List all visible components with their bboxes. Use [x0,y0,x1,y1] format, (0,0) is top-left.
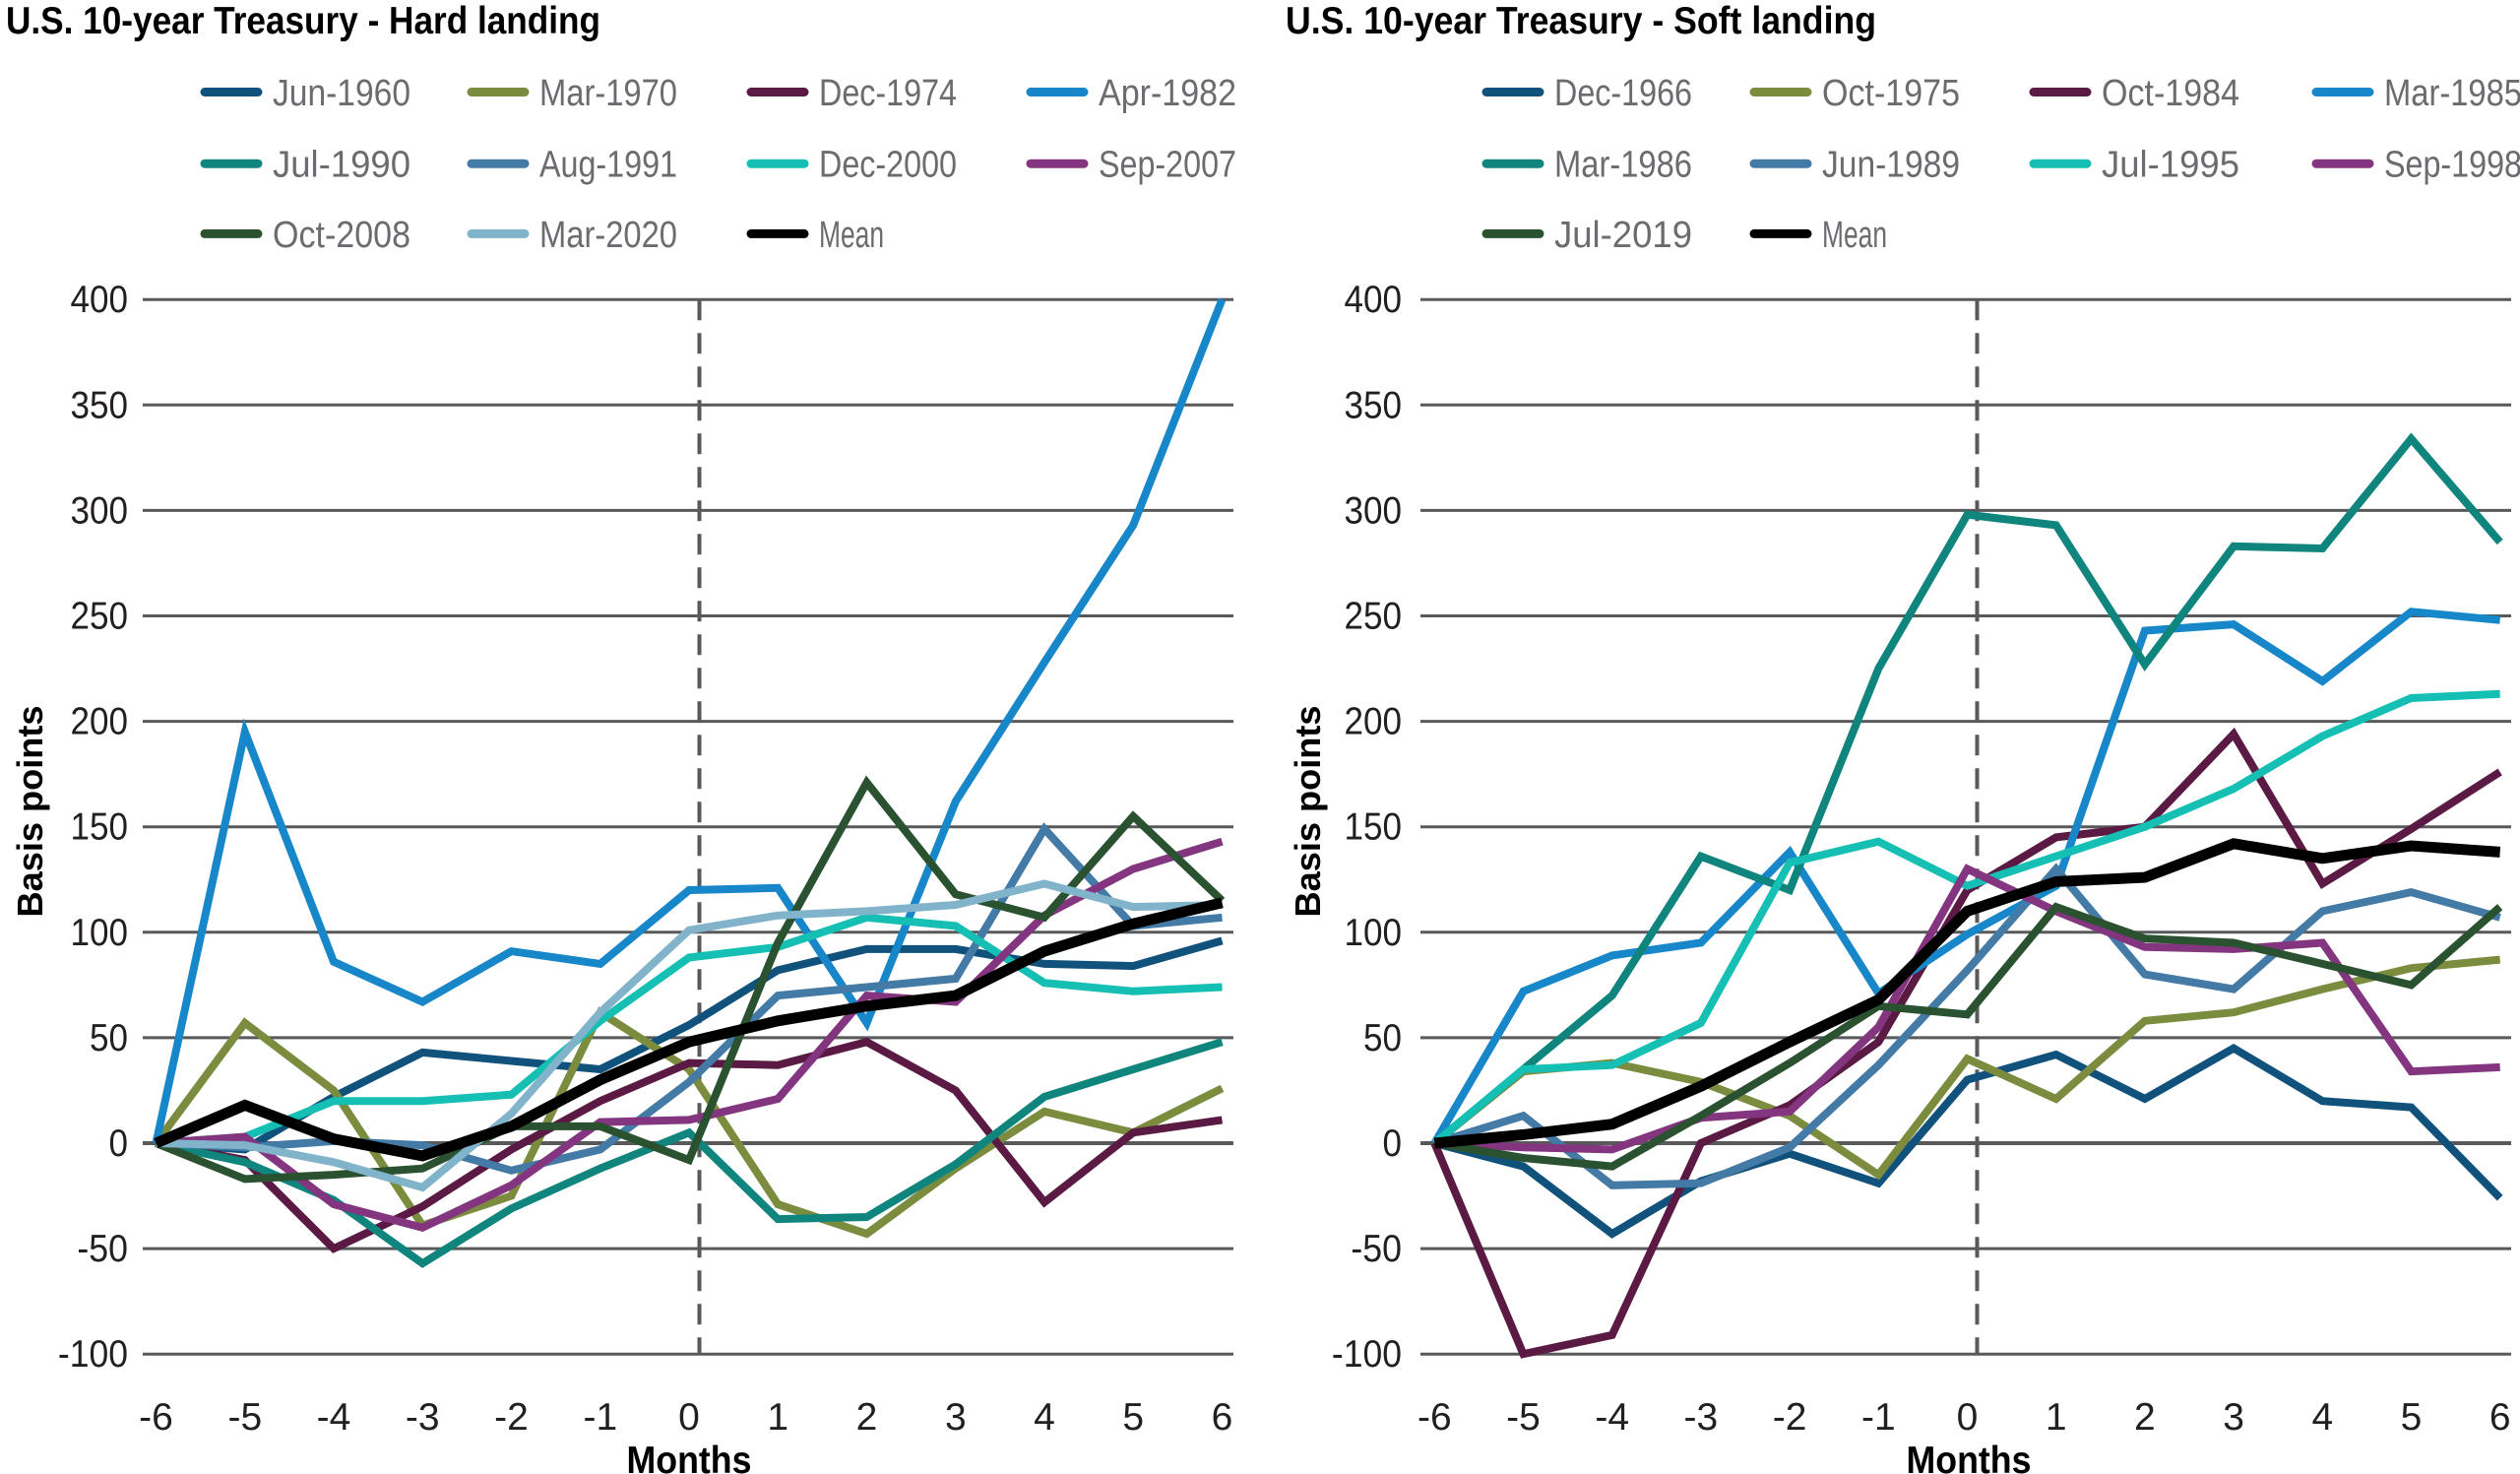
svg-text:6: 6 [1212,1396,1233,1439]
svg-text:Months: Months [1907,1440,2032,1474]
svg-text:-4: -4 [1595,1396,1629,1439]
svg-text:Oct-1984: Oct-1984 [2102,73,2239,114]
svg-text:-5: -5 [1506,1396,1541,1439]
svg-text:200: 200 [1345,701,1403,743]
svg-text:Mar-2020: Mar-2020 [539,215,677,256]
svg-text:Dec-1974: Dec-1974 [819,73,957,114]
svg-text:-5: -5 [227,1396,262,1439]
svg-text:4: 4 [1034,1396,1055,1439]
svg-text:-3: -3 [1684,1396,1719,1439]
svg-text:100: 100 [1345,912,1403,954]
svg-text:3: 3 [2223,1396,2244,1439]
svg-text:0: 0 [109,1122,129,1165]
svg-text:Basis points: Basis points [1288,706,1328,918]
svg-text:250: 250 [71,596,129,638]
svg-text:-1: -1 [1861,1396,1896,1439]
svg-text:Basis points: Basis points [10,706,50,918]
svg-text:-100: -100 [58,1333,128,1376]
svg-text:0: 0 [1383,1122,1403,1165]
svg-text:-6: -6 [139,1396,173,1439]
svg-text:300: 300 [1345,489,1403,532]
svg-text:Sep-2007: Sep-2007 [1099,145,1236,186]
svg-text:Jun-1960: Jun-1960 [273,73,410,114]
svg-text:Oct-2008: Oct-2008 [273,215,410,256]
svg-text:50: 50 [90,1017,128,1059]
svg-text:1: 1 [767,1396,788,1439]
svg-text:6: 6 [2489,1396,2511,1439]
svg-text:150: 150 [1345,806,1403,849]
svg-text:400: 400 [1345,279,1403,321]
svg-text:350: 350 [71,384,129,426]
svg-text:Jun-1989: Jun-1989 [1822,145,1960,186]
svg-text:Jul-2019: Jul-2019 [1554,215,1692,256]
svg-text:0: 0 [678,1396,700,1439]
svg-text:-6: -6 [1418,1396,1452,1439]
svg-text:-4: -4 [317,1396,351,1439]
svg-text:-2: -2 [494,1396,529,1439]
svg-text:Sep-1998: Sep-1998 [2384,145,2520,186]
svg-text:Mar-1985: Mar-1985 [2384,73,2520,114]
svg-text:-100: -100 [1332,1333,1402,1376]
svg-text:0: 0 [1957,1396,1979,1439]
svg-text:Jul-1990: Jul-1990 [273,145,410,186]
svg-text:5: 5 [1122,1396,1144,1439]
svg-text:-50: -50 [77,1228,128,1270]
svg-text:-50: -50 [1351,1228,1402,1270]
svg-text:U.S. 10-year Treasury - Hard l: U.S. 10-year Treasury - Hard landing [6,0,600,42]
svg-text:400: 400 [71,279,129,321]
svg-text:3: 3 [945,1396,967,1439]
svg-text:Apr-1982: Apr-1982 [1099,73,1236,114]
svg-text:5: 5 [2401,1396,2423,1439]
svg-text:Dec-1966: Dec-1966 [1554,73,1692,114]
svg-text:Dec-2000: Dec-2000 [819,145,957,186]
svg-text:2: 2 [856,1396,878,1439]
svg-text:100: 100 [71,912,129,954]
svg-text:4: 4 [2311,1396,2333,1439]
svg-text:Mar-1986: Mar-1986 [1554,145,1692,186]
svg-text:250: 250 [1345,596,1403,638]
svg-text:Mar-1970: Mar-1970 [539,73,677,114]
svg-text:Months: Months [627,1440,752,1474]
svg-text:Oct-1975: Oct-1975 [1822,73,1960,114]
svg-text:Aug-1991: Aug-1991 [539,145,677,186]
svg-text:-1: -1 [583,1396,617,1439]
svg-text:-3: -3 [406,1396,440,1439]
svg-text:300: 300 [71,489,129,532]
svg-text:-2: -2 [1773,1396,1807,1439]
svg-text:150: 150 [71,806,129,849]
svg-text:Jul-1995: Jul-1995 [2102,145,2239,186]
svg-text:1: 1 [2046,1396,2067,1439]
svg-text:200: 200 [71,701,129,743]
svg-text:2: 2 [2134,1396,2156,1439]
svg-text:U.S. 10-year Treasury - Soft l: U.S. 10-year Treasury - Soft landing [1286,0,1876,42]
svg-text:Mean: Mean [1822,215,1887,256]
svg-text:Mean: Mean [819,215,884,256]
svg-text:350: 350 [1345,384,1403,426]
svg-text:50: 50 [1363,1017,1402,1059]
